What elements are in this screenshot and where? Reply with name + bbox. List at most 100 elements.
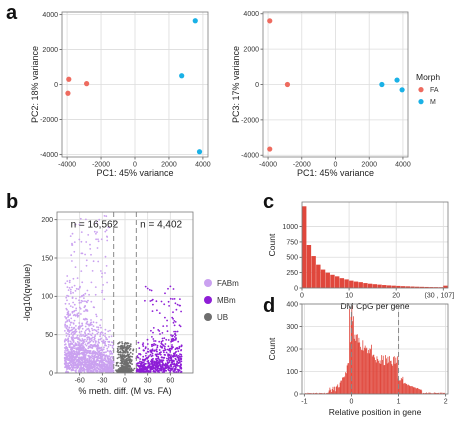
point-fabm bbox=[72, 291, 74, 294]
point-fabm bbox=[92, 370, 95, 373]
point-mbm bbox=[176, 330, 179, 333]
x-axis-label: DM CpG per gene bbox=[341, 301, 410, 311]
point-ub bbox=[130, 360, 133, 363]
point-fabm bbox=[92, 361, 95, 364]
point-mbm bbox=[172, 311, 174, 314]
point-mbm bbox=[157, 370, 159, 373]
point-mbm bbox=[150, 289, 153, 292]
y-tick-label: 750 bbox=[286, 239, 298, 246]
y-tick-label: 0 bbox=[255, 82, 259, 89]
point-fabm bbox=[95, 232, 97, 235]
x-tick-label: 60 bbox=[166, 378, 174, 385]
point-fabm bbox=[95, 370, 97, 372]
histogram-bar bbox=[380, 363, 382, 394]
point-fabm bbox=[81, 327, 84, 330]
point-ub bbox=[127, 353, 130, 356]
point-ub bbox=[116, 361, 119, 364]
point-fabm bbox=[83, 368, 86, 370]
point-mbm bbox=[169, 370, 172, 372]
point-mbm bbox=[154, 365, 157, 368]
point-fabm bbox=[65, 362, 68, 365]
point-fabm bbox=[93, 344, 95, 346]
histogram-bar bbox=[309, 393, 311, 394]
point-mbm bbox=[160, 346, 163, 349]
point-fabm bbox=[96, 332, 99, 335]
point-mbm bbox=[175, 362, 178, 365]
point-fabm bbox=[65, 346, 68, 349]
x-tick-label: -2000 bbox=[92, 162, 110, 169]
point-fabm bbox=[71, 348, 74, 350]
histogram-bar bbox=[421, 390, 423, 394]
point-ub bbox=[128, 345, 131, 347]
point-ub bbox=[129, 351, 132, 354]
point-ub bbox=[125, 342, 128, 345]
y-tick-label: 0 bbox=[294, 285, 298, 292]
point-mbm bbox=[142, 342, 145, 344]
histogram-bar bbox=[320, 393, 322, 394]
point-mbm bbox=[157, 356, 160, 358]
point-fabm bbox=[65, 361, 68, 364]
volcano-points bbox=[63, 215, 183, 373]
point-fabm bbox=[86, 301, 88, 304]
point-fabm bbox=[67, 314, 70, 317]
point-fabm bbox=[91, 332, 94, 335]
point-ub bbox=[118, 351, 121, 354]
point-mbm bbox=[167, 358, 170, 360]
point-mbm bbox=[175, 350, 178, 353]
point-fabm bbox=[86, 358, 89, 360]
point-fabm bbox=[84, 331, 86, 334]
point-fabm bbox=[82, 294, 85, 296]
point-mbm bbox=[180, 358, 183, 361]
point-mbm bbox=[175, 371, 178, 373]
point-fabm bbox=[80, 333, 82, 336]
point-fabm bbox=[72, 333, 75, 336]
point-fabm bbox=[85, 241, 88, 243]
point-fabm bbox=[90, 334, 93, 337]
point-fabm bbox=[63, 340, 66, 342]
point-fabm bbox=[91, 336, 94, 339]
point-ub bbox=[128, 358, 130, 361]
histogram-bar bbox=[425, 392, 427, 394]
point-fabm bbox=[101, 365, 104, 368]
point-ub bbox=[129, 366, 131, 369]
point-fabm bbox=[112, 369, 114, 372]
point-fabm bbox=[70, 361, 73, 363]
point-mbm bbox=[165, 351, 168, 354]
point-fabm bbox=[74, 344, 77, 347]
point-fabm bbox=[102, 339, 105, 342]
point-ub bbox=[119, 354, 122, 357]
point-mbm bbox=[146, 368, 149, 370]
point-fabm bbox=[100, 238, 103, 241]
point-fabm bbox=[101, 371, 104, 373]
point-mbm bbox=[158, 312, 161, 314]
histogram-bar bbox=[437, 392, 438, 394]
histogram-bar bbox=[390, 360, 392, 394]
point-fabm bbox=[86, 309, 89, 312]
point-ub bbox=[126, 344, 129, 347]
point-fabm bbox=[76, 334, 79, 337]
point-mbm bbox=[168, 305, 171, 307]
point-ub bbox=[120, 347, 123, 350]
histogram-bar bbox=[400, 377, 402, 394]
histogram-bar bbox=[349, 280, 354, 288]
point-mbm bbox=[164, 316, 166, 319]
point-fabm bbox=[71, 286, 73, 289]
point-fabm bbox=[82, 366, 85, 369]
point-fabm bbox=[77, 349, 80, 351]
point-fabm bbox=[84, 318, 86, 321]
point-mbm bbox=[175, 358, 177, 361]
point-mbm bbox=[150, 329, 152, 332]
x-tick-label: 0 bbox=[349, 399, 353, 406]
point-fabm bbox=[106, 236, 109, 238]
x-tick-label: -60 bbox=[75, 378, 85, 385]
point-mbm bbox=[152, 331, 154, 334]
point-mbm bbox=[153, 350, 156, 352]
point-ub bbox=[117, 342, 119, 345]
point-fabm bbox=[75, 369, 78, 371]
histogram-bar bbox=[404, 383, 405, 394]
point-fabm bbox=[69, 355, 71, 357]
point-mbm bbox=[170, 365, 173, 367]
point-fabm bbox=[89, 344, 92, 346]
point-fabm bbox=[83, 297, 85, 299]
histogram-bar bbox=[396, 362, 397, 394]
